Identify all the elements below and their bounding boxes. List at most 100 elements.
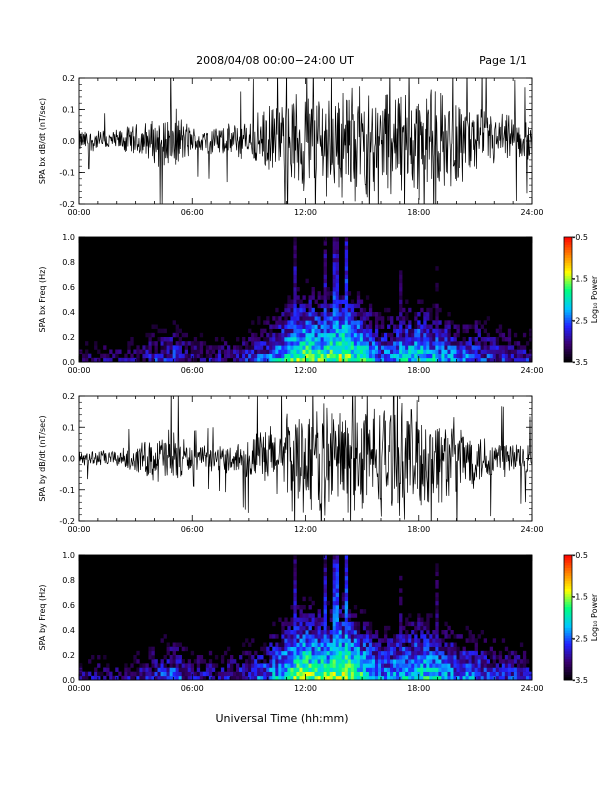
spectrogram-cell <box>299 299 303 304</box>
spectrogram-cell <box>516 345 521 350</box>
spectrogram-cell <box>411 353 415 359</box>
spectrogram-cell <box>272 659 276 664</box>
spectrogram-cell <box>402 337 406 342</box>
spectrogram-cell <box>462 667 466 672</box>
spectrogram-cell <box>417 621 421 627</box>
spectrogram-cell <box>468 341 472 346</box>
spectrogram-cell <box>308 337 312 342</box>
spectrogram-cell <box>335 617 340 622</box>
spectrogram-cell <box>302 667 306 672</box>
spectrogram-cell <box>290 667 294 672</box>
spectrogram-cell <box>230 667 234 672</box>
spectrogram-cell <box>341 312 346 317</box>
spectrogram-cell <box>115 353 119 359</box>
spectrogram-cell <box>160 659 164 664</box>
spectrogram-cell <box>420 337 424 342</box>
spectrogram-cell <box>326 655 330 660</box>
spectrogram-cell <box>471 667 475 672</box>
spectrogram-cell <box>384 634 388 639</box>
spectrogram-cell <box>85 341 89 346</box>
spectrogram-cell <box>384 341 388 346</box>
spectrogram-cell <box>323 307 327 313</box>
spectrogram-cell <box>441 667 445 672</box>
spectrogram-cell <box>447 650 451 656</box>
spectrogram-cell <box>290 307 294 313</box>
spectrogram-cell <box>311 341 315 346</box>
spectrogram-cell <box>338 328 343 334</box>
spectrogram-cell <box>374 675 379 681</box>
spectrogram-cell <box>338 675 343 681</box>
spectrogram-cell <box>148 646 152 652</box>
spectrogram-cell <box>377 642 382 647</box>
spectrogram-cell <box>344 295 349 300</box>
spectrogram-cell <box>365 638 370 643</box>
spectrogram-cell <box>384 349 388 354</box>
colorbar-segment <box>564 669 572 673</box>
spectrogram-cell <box>332 353 336 359</box>
spectrogram-cell <box>323 295 327 300</box>
colorbar-segment <box>564 239 572 243</box>
spectrogram-cell <box>287 328 291 334</box>
spectrogram-cell <box>323 555 327 560</box>
spectrogram-cell <box>408 613 412 618</box>
spectrogram-cell <box>178 345 182 350</box>
spectrogram-cell <box>477 328 481 334</box>
spectrogram-cell <box>323 316 327 321</box>
spectrogram-cell <box>145 671 149 677</box>
spectrogram-cell <box>486 671 491 677</box>
spectrogram-cell <box>365 337 370 342</box>
spectrogram-cell <box>432 303 436 309</box>
spectrogram-cell <box>308 316 312 321</box>
spectrogram-cell <box>353 320 358 325</box>
spectrogram-cell <box>269 341 273 346</box>
spectrogram-cell <box>408 337 412 342</box>
spectrogram-cell <box>420 307 424 313</box>
spectrogram-cell <box>359 341 364 346</box>
spectrogram-cell <box>459 667 463 672</box>
spectrogram-cell <box>299 650 303 656</box>
spectrogram-cell <box>507 341 512 346</box>
spectrogram-cell <box>374 324 379 329</box>
figure-title: 2008/04/08 00:00−24:00 UT <box>196 54 354 67</box>
spectrogram-cell <box>88 353 92 359</box>
spectrogram-cell <box>127 667 131 672</box>
spectrogram-cell <box>269 332 273 338</box>
spectrogram-cell <box>175 324 179 329</box>
spectrogram-cell <box>163 349 167 354</box>
spectrogram-cell <box>477 320 481 325</box>
y-tick-label: 0.0 <box>62 455 75 464</box>
spectrogram-cell <box>290 634 294 639</box>
colorbar-segment <box>564 333 572 337</box>
spectrogram-cell <box>332 316 336 321</box>
spectrogram-cell <box>384 667 388 672</box>
spectrogram-cell <box>305 667 309 672</box>
spectrogram-cell <box>435 580 439 585</box>
spectrogram-cell <box>405 675 409 681</box>
spectrogram-cell <box>465 625 469 631</box>
spectrogram-cell <box>450 663 454 668</box>
spectrogram-cell <box>332 253 336 259</box>
spectrogram-cell <box>217 671 222 677</box>
spectrogram-cell <box>193 357 198 363</box>
spectrogram-cell <box>365 345 370 350</box>
spectrogram-cell <box>293 332 297 338</box>
spectrogram-cell <box>408 621 412 627</box>
spectrogram-cell <box>435 563 439 568</box>
spectrogram-cell <box>377 353 382 359</box>
spectrogram-cell <box>178 659 182 664</box>
spectrogram-cell <box>516 341 521 346</box>
spectrogram-cell <box>513 332 518 338</box>
spectrogram-cell <box>399 621 403 627</box>
spectrogram-cell <box>435 324 439 329</box>
spectrogram-cell <box>405 316 409 321</box>
spectrogram-cell <box>263 646 267 652</box>
spectrogram-cell <box>275 332 279 338</box>
spectrogram-cell <box>314 332 318 338</box>
spectrogram-cell <box>417 312 421 317</box>
spectrogram-cell <box>399 613 403 618</box>
spectrogram-cell <box>480 345 484 350</box>
spectrogram-cell <box>329 291 333 296</box>
spectrogram-cell <box>308 295 312 300</box>
spectrogram-cell <box>308 675 312 681</box>
spectrogram-cell <box>181 667 185 672</box>
